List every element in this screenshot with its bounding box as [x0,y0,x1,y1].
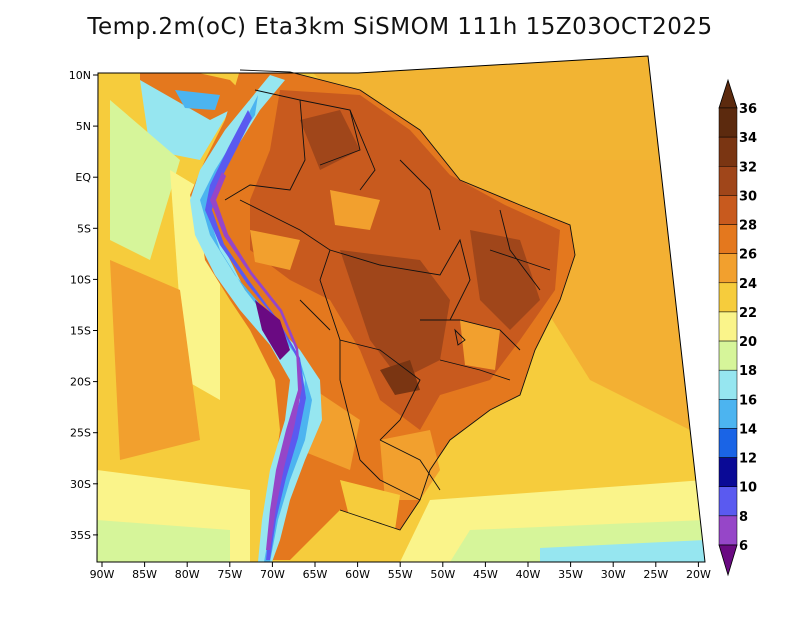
colorbar-label: 12 [739,452,757,467]
map-frame [96,55,706,563]
colorbar-segment [718,166,738,196]
lat-label: 5N [76,120,91,133]
lon-label: 80W [175,568,200,581]
colorbar-segment [718,486,738,517]
colorbar-segment [718,399,738,429]
colorbar-segment [718,253,738,284]
colorbar: 36 34 32 30 28 26 24 22 20 18 16 14 12 10 8 6 [718,78,757,577]
lat-label: 5S [77,222,91,235]
lon-label: 45W [473,568,498,581]
colorbar-label: 16 [739,393,757,408]
lon-label: 65W [303,568,328,581]
lon-label: 20W [686,568,711,581]
colorbar-label: 26 [739,248,757,263]
colorbar-label: 6 [739,539,748,554]
colorbar-segment [718,195,738,225]
lat-label: 25S [70,427,91,440]
lon-label: 55W [388,568,413,581]
lon-label: 40W [516,568,541,581]
lon-label: 25W [643,568,668,581]
colorbar-segment [718,311,738,342]
colorbar-label: 28 [739,219,757,234]
lat-label: 30S [70,478,91,491]
lat-label: 10N [69,69,91,82]
colorbar-segment [718,515,738,546]
longitude-axis: 90W 85W 80W 75W 70W 65W 60W 55W 50W 45W 40W 35W 30W 2… [90,562,711,581]
lat-label: 20S [70,376,91,389]
lat-label: 35S [70,529,91,542]
colorbar-segment [718,369,738,400]
lon-label: 75W [217,568,242,581]
colorbar-label: 20 [739,335,757,350]
colorbar-label: 32 [739,160,757,175]
colorbar-label: 10 [739,481,757,496]
colorbar-segment [718,224,738,254]
colorbar-label: 22 [739,306,757,321]
lon-label: 90W [90,568,115,581]
temperature-field [97,56,705,562]
colorbar-segment [718,107,738,138]
lon-label: 35W [558,568,583,581]
colorbar-cap-top [718,78,738,109]
lon-label: 70W [260,568,285,581]
colorbar-label: 36 [739,102,757,117]
colorbar-segment [718,457,738,487]
country-borders [224,69,576,531]
colorbar-label: 30 [739,189,757,204]
colorbar-label: 18 [739,364,757,379]
lon-label: 50W [430,568,455,581]
colorbar-segment [718,340,738,371]
colorbar-label: 14 [739,422,757,437]
map-title: Temp.2m(oC) Eta3km SiSMOM 111h 15Z03OCT2… [87,14,713,40]
colorbar-label: 34 [739,131,757,146]
lat-label: EQ [75,171,91,184]
colorbar-segment [718,428,738,458]
colorbar-segment [718,282,738,313]
latitude-axis: 10N 5N EQ 5S 10S 15S 20S 25S 30S 35S [69,69,98,542]
lon-label: 85W [132,568,157,581]
lon-label: 30W [601,568,626,581]
colorbar-label: 24 [739,277,757,292]
colorbar-segment [718,136,738,167]
lat-label: 10S [70,273,91,286]
colorbar-label: 8 [739,510,748,525]
lon-label: 60W [345,568,370,581]
lat-label: 15S [70,325,91,338]
colorbar-cap-bottom [718,544,738,577]
